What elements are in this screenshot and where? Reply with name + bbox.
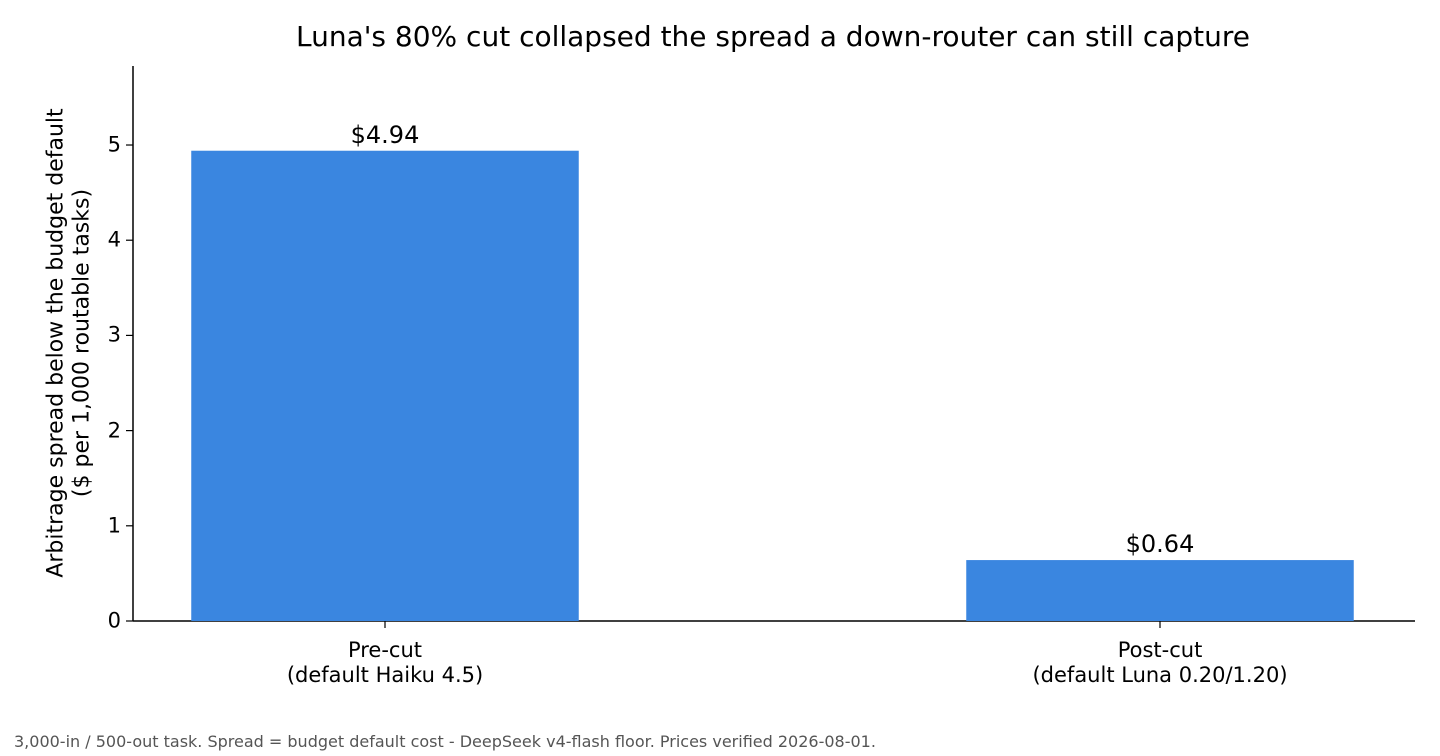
bar: [191, 150, 579, 621]
value-label: $4.94: [350, 120, 420, 149]
y-tick-label: 4: [107, 227, 121, 252]
value-label: $0.64: [1125, 530, 1195, 559]
x-tick-label: Post-cut (default Luna 0.20/1.20): [1032, 638, 1288, 688]
y-tick-label: 3: [107, 322, 121, 347]
chart-title: Luna's 80% cut collapsed the spread a do…: [295, 20, 1251, 53]
y-axis-label: Arbitrage spread below the budget defaul…: [43, 108, 95, 578]
y-tick-label: 0: [107, 608, 121, 633]
y-tick-label: 5: [107, 132, 121, 157]
y-tick-label: 1: [107, 513, 121, 538]
y-tick-label: 2: [107, 418, 121, 442]
bar: [966, 560, 1354, 621]
x-tick-label: Pre-cut (default Haiku 4.5): [286, 638, 484, 688]
footnote: 3,000-in / 500-out task. Spread = budget…: [14, 732, 876, 751]
